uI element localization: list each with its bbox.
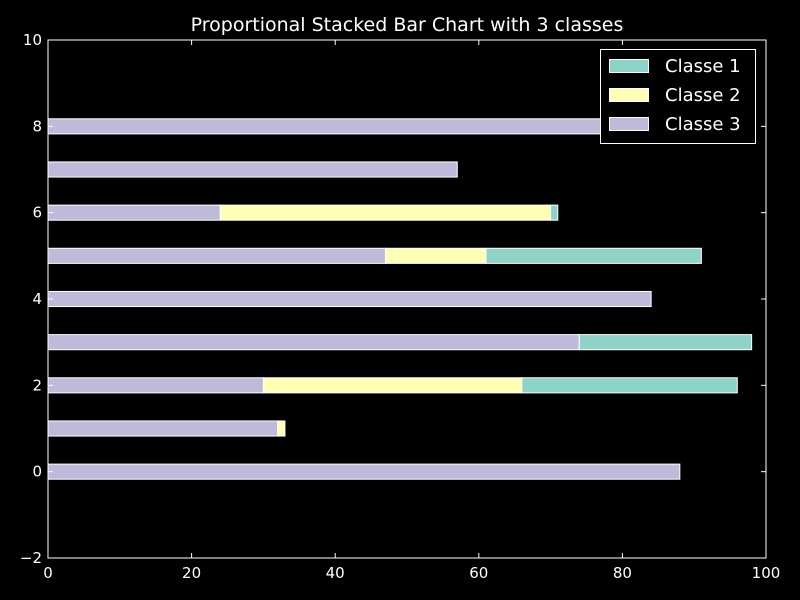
bar-classe-3-3 <box>47 334 580 351</box>
y-tick-label: 8 <box>32 117 42 135</box>
y-tick-label: 6 <box>32 204 42 222</box>
bar-classe-3-5 <box>47 247 386 264</box>
bar-classe-1-2 <box>521 377 738 394</box>
bar-classe-3-0 <box>47 463 681 480</box>
bar-classe-2-6 <box>219 204 552 221</box>
y-tick-label: 2 <box>32 376 42 394</box>
legend-item-classe-3: Classe 3 <box>609 113 741 135</box>
legend-item-classe-1: Classe 1 <box>609 55 741 77</box>
legend-swatch-classe-1 <box>609 59 649 73</box>
y-tick-label: 0 <box>32 463 42 481</box>
bar-classe-3-8 <box>47 118 609 135</box>
legend-label-classe-3: Classe 3 <box>665 113 741 135</box>
x-tick-label: 40 <box>326 564 345 582</box>
legend-label-classe-2: Classe 2 <box>665 84 741 106</box>
bar-classe-2-5 <box>384 247 487 264</box>
bar-classe-3-2 <box>47 377 264 394</box>
bar-classe-1-6 <box>550 204 559 221</box>
bar-classe-2-1 <box>277 420 286 437</box>
x-tick-label: 80 <box>613 564 632 582</box>
x-tick-label: 100 <box>752 564 781 582</box>
x-tick-label: 60 <box>469 564 488 582</box>
y-tick-label: −2 <box>20 549 42 567</box>
bar-classe-1-3 <box>578 334 753 351</box>
y-tick-label: 10 <box>23 31 42 49</box>
legend: Classe 1 Classe 2 Classe 3 <box>600 49 756 144</box>
chart-title: Proportional Stacked Bar Chart with 3 cl… <box>190 14 624 36</box>
x-tick-label: 0 <box>43 564 53 582</box>
bar-classe-3-4 <box>47 290 652 308</box>
bar-classe-3-7 <box>47 161 458 178</box>
bar-classe-2-2 <box>262 377 523 394</box>
legend-swatch-classe-2 <box>609 88 649 102</box>
legend-item-classe-2: Classe 2 <box>609 84 741 106</box>
legend-label-classe-1: Classe 1 <box>665 55 741 77</box>
bar-classe-3-6 <box>47 204 221 221</box>
bars-group <box>47 118 753 480</box>
bar-classe-3-1 <box>47 420 279 437</box>
x-tick-label: 20 <box>182 564 201 582</box>
bar-classe-1-5 <box>485 247 702 264</box>
legend-swatch-classe-3 <box>609 117 649 131</box>
y-tick-label: 4 <box>32 290 42 308</box>
